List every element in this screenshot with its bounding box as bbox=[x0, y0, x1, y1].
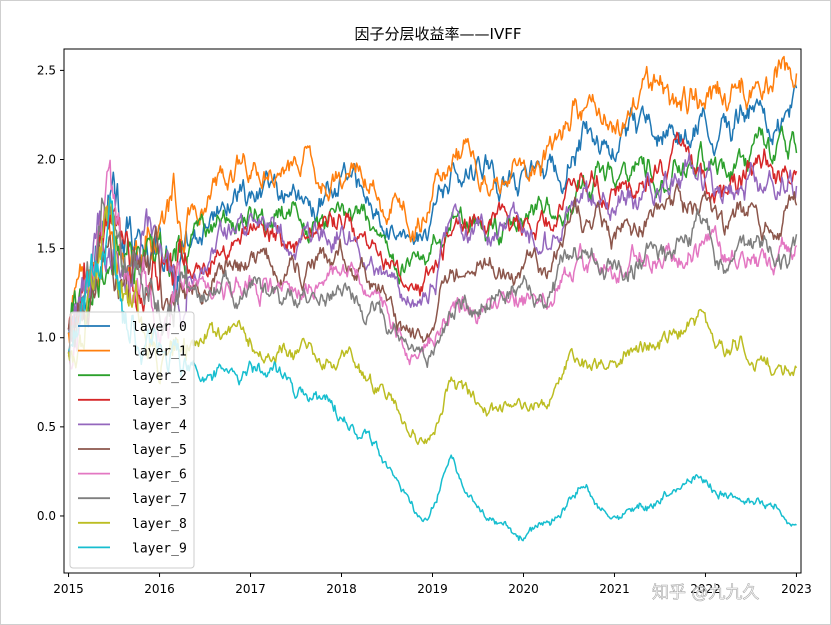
legend-label-layer-5: layer_5 bbox=[132, 443, 187, 458]
series-line-layer-1 bbox=[67, 55, 798, 344]
x-tick-label: 2019 bbox=[417, 582, 448, 596]
series-line-layer-4 bbox=[67, 152, 798, 342]
y-tick-label: 1.5 bbox=[37, 242, 56, 256]
legend-label-layer-7: layer_7 bbox=[132, 492, 187, 507]
y-tick-label: 0.5 bbox=[37, 420, 56, 434]
y-tick-label: 2.5 bbox=[37, 63, 56, 77]
legend-label-layer-1: layer_1 bbox=[132, 345, 187, 360]
legend-label-layer-9: layer_9 bbox=[132, 541, 187, 556]
x-tick-label: 2020 bbox=[508, 582, 539, 596]
legend-label-layer-8: layer_8 bbox=[132, 517, 187, 532]
x-tick-label: 2023 bbox=[781, 582, 812, 596]
legend-label-layer-0: layer_0 bbox=[132, 320, 187, 335]
legend-label-layer-2: layer_2 bbox=[132, 369, 187, 384]
y-tick-label: 2.0 bbox=[37, 153, 56, 167]
legend: layer_0 layer_1 layer_2 layer_3 layer_4layer… bbox=[69, 311, 195, 569]
y-tick-label: 1.0 bbox=[37, 331, 56, 345]
legend-label-layer-3: layer_3 bbox=[132, 394, 187, 409]
series-line-layer-2 bbox=[67, 125, 798, 332]
axes-group: 2015 2016 2017 2018 2019 2020 2021 2022 2023 0.0 0… bbox=[37, 63, 812, 596]
series-line-layer-3 bbox=[67, 131, 798, 330]
x-tick-label: 2016 bbox=[144, 582, 175, 596]
y-tick-label: 0.0 bbox=[37, 509, 56, 523]
series-group bbox=[67, 55, 798, 542]
x-tick-label: 2015 bbox=[53, 582, 84, 596]
x-tick-label: 2021 bbox=[599, 582, 630, 596]
legend-label-layer-6: layer_6 bbox=[132, 468, 187, 483]
legend-label-layer-4: layer_4 bbox=[132, 418, 187, 433]
x-tick-label: 2017 bbox=[235, 582, 266, 596]
series-line-layer-7 bbox=[67, 197, 798, 369]
x-tick-label: 2018 bbox=[326, 582, 357, 596]
watermark-text: 知乎 @九九久 bbox=[652, 583, 759, 603]
chart-title: 因子分层收益率——IVFF bbox=[355, 25, 522, 43]
x-tick-label: 2022 bbox=[690, 582, 721, 596]
